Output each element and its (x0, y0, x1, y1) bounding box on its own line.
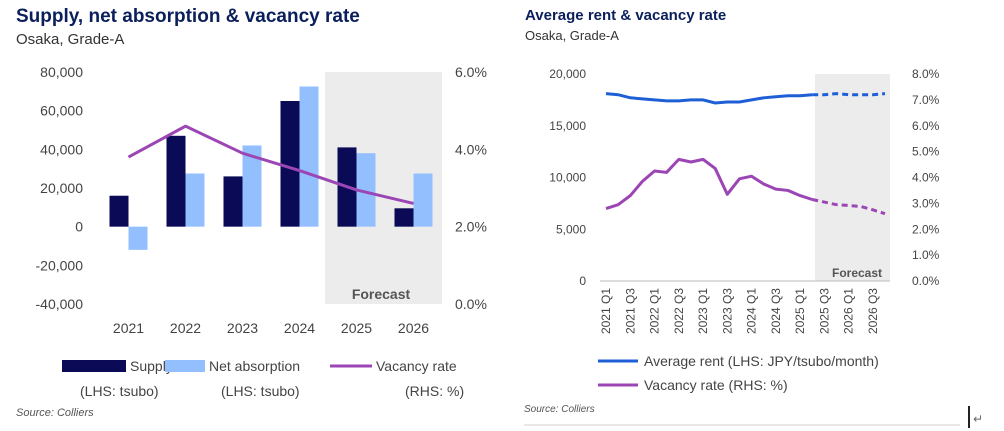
right-axis-tick: 6.0% (912, 119, 940, 133)
average-rent-forecast-line (812, 92, 886, 97)
left-axis-tick: 10,000 (549, 171, 586, 185)
net-absorption-bar (413, 173, 433, 227)
x-axis-tick: 2021 (113, 320, 144, 336)
right-chart-subtitle: Osaka, Grade-A (525, 28, 619, 43)
x-axis-tick: 2022 (170, 320, 201, 336)
vacancy-rate-line (127, 124, 414, 205)
supply-bar (109, 195, 129, 227)
net-absorption-bar (299, 86, 319, 227)
right-axis-tick: 6.0% (455, 64, 487, 80)
supply-bar (280, 101, 300, 227)
net-absorption-bar (242, 145, 262, 227)
average-rent-line (605, 92, 813, 105)
x-axis-tick: 2023 Q1 (696, 288, 710, 334)
right-axis-tick: 7.0% (912, 93, 940, 107)
x-axis-tick: 2026 (398, 320, 429, 336)
left-axis-tick: 0 (75, 219, 83, 235)
right-axis-tick: 2.0% (912, 222, 940, 236)
legend-net-absorption-label: Net absorption (209, 358, 300, 374)
legend-vacancy-label: Vacancy rate (RHS: %) (644, 377, 788, 393)
x-axis-tick: 2022 Q3 (672, 288, 686, 334)
forecast-region (815, 74, 890, 281)
x-axis-tick: 2025 Q3 (817, 288, 831, 334)
x-axis-tick: 2023 Q3 (720, 288, 734, 334)
left-axis-tick: -40,000 (36, 296, 84, 312)
right-axis-tick: 5.0% (912, 145, 940, 159)
net-absorption-bar (356, 153, 376, 227)
forecast-label: Forecast (832, 266, 882, 280)
legend-vacancy-label: Vacancy rate (376, 358, 457, 374)
x-axis-tick: 2021 Q3 (623, 288, 637, 334)
net-absorption-bar (185, 173, 205, 227)
legend-supply-swatch (62, 360, 126, 372)
right-axis-tick: 2.0% (455, 219, 487, 235)
right-chart-source: Source: Colliers (524, 404, 595, 415)
x-axis-tick: 2026 Q1 (842, 288, 856, 334)
return-mark-icon: ↵ (973, 412, 984, 426)
forecast-label: Forecast (352, 286, 411, 302)
left-axis-tick: 0 (579, 274, 586, 288)
supply-bar (394, 208, 414, 227)
x-axis-tick: 2025 Q1 (793, 288, 807, 334)
left-axis-tick: 80,000 (40, 64, 83, 80)
supply-bar (223, 176, 243, 227)
legend-supply-label: Supply (130, 358, 173, 374)
net-absorption-bar (128, 226, 148, 250)
right-axis-tick: 4.0% (912, 171, 940, 185)
x-axis-tick: 2024 (284, 320, 315, 336)
legend-net-absorption-swatch (165, 360, 205, 372)
right-axis-tick: 1.0% (912, 248, 940, 262)
x-axis-tick: 2024 Q3 (769, 288, 783, 334)
left-axis-tick: 5,000 (556, 222, 586, 236)
legend-net-absorption-sub: (LHS: tsubo) (221, 383, 300, 399)
left-axis-tick: 60,000 (40, 103, 83, 119)
left-chart-subtitle: Osaka, Grade-A (16, 31, 125, 48)
left-axis-tick: -20,000 (36, 257, 84, 273)
right-axis-tick: 0.0% (455, 296, 487, 312)
left-chart-source: Source: Colliers (16, 407, 94, 419)
x-axis-tick: 2022 Q1 (648, 288, 662, 334)
legend-supply-sub: (LHS: tsubo) (80, 383, 159, 399)
right-axis-tick: 0.0% (912, 274, 940, 288)
right-chart-title: Average rent & vacancy rate (525, 7, 727, 24)
vacancy-rate-forecast-line (811, 198, 886, 216)
x-axis-tick: 2021 Q1 (599, 288, 613, 334)
supply-bar (166, 135, 186, 227)
left-axis-tick: 20,000 (40, 180, 83, 196)
x-axis-tick: 2025 (341, 320, 372, 336)
right-axis-tick: 3.0% (912, 196, 940, 210)
x-axis-tick: 2026 Q3 (866, 288, 880, 334)
right-axis-tick: 4.0% (455, 141, 487, 157)
left-axis-tick: 15,000 (549, 119, 586, 133)
vacancy-rate-line (605, 157, 813, 210)
text-cursor (968, 406, 970, 428)
right-axis-tick: 8.0% (912, 67, 940, 81)
left-chart-title: Supply, net absorption & vacancy rate (16, 6, 360, 27)
x-axis-tick: 2023 (227, 320, 258, 336)
left-axis-tick: 40,000 (40, 141, 83, 157)
legend-rent-label: Average rent (LHS: JPY/tsubo/month) (644, 353, 879, 369)
x-axis-tick: 2024 Q1 (745, 288, 759, 334)
left-axis-tick: 20,000 (549, 67, 586, 81)
legend-vacancy-sub: (RHS: %) (405, 383, 464, 399)
